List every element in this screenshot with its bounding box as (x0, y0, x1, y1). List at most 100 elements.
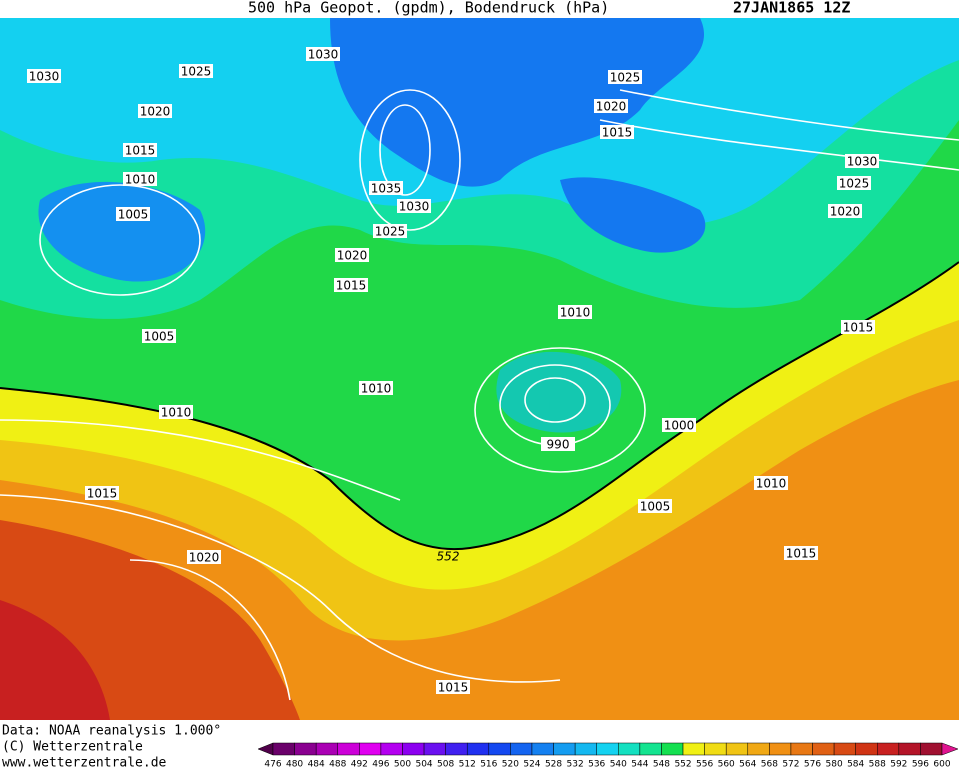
colorbar-cell (661, 742, 684, 756)
colorbar-label: 560 (718, 760, 735, 770)
colorbar-cell (402, 742, 425, 756)
isobar-label: 1025 (181, 65, 212, 79)
colorbar-label: 476 (264, 760, 281, 770)
colorbar-label: 588 (869, 760, 886, 770)
colorbar-cell (272, 742, 295, 756)
isobar-label-box (436, 680, 470, 694)
colorbar-cell (466, 742, 490, 756)
isobar-label: 1010 (161, 406, 192, 420)
isobar-label-box (397, 199, 431, 213)
isobar-label-box (187, 550, 221, 564)
isobar-label-box (638, 499, 672, 513)
colorbar-label: 544 (631, 760, 648, 770)
colorbar-cell (380, 742, 403, 756)
colorbar-arrow (257, 742, 274, 756)
isobar-label: 1030 (399, 200, 430, 214)
isobar-label: 1020 (140, 105, 171, 119)
colorbar-cell (639, 742, 662, 756)
colorbar-cell (704, 742, 727, 756)
colorbar-cell (294, 742, 317, 756)
colorbar-cell (812, 742, 835, 756)
colorbar-label: 572 (782, 760, 799, 770)
isobar-label: 1010 (756, 477, 787, 491)
isobar-label-box (142, 329, 176, 343)
colorbar-label: 520 (502, 760, 519, 770)
colorbar-label: 600 (933, 760, 950, 770)
isobar-label-box (594, 99, 628, 113)
colorbar-label: 592 (890, 760, 907, 770)
isobar-label-box (828, 204, 862, 218)
colorbar-label: 580 (826, 760, 843, 770)
colorbar-label: 528 (545, 760, 562, 770)
colorbar-label: 540 (610, 760, 627, 770)
colorbar-label: 532 (567, 760, 584, 770)
colorbar-label: 500 (394, 760, 411, 770)
colorbar-cell (769, 742, 792, 756)
colorbar-cell (359, 742, 382, 756)
colorbar-cell (488, 742, 511, 756)
isobar-label-box (116, 207, 150, 221)
footer-line: Data: NOAA reanalysis 1.000° (2, 724, 221, 739)
isobar-label-box (138, 104, 172, 118)
colorbar-label: 508 (437, 760, 454, 770)
colorbar-cell (553, 742, 576, 756)
isobar-label: 1030 (847, 155, 878, 169)
isobar-label: 1025 (610, 71, 641, 85)
isobar-label: 1020 (337, 249, 368, 263)
isobar-label-box (123, 143, 157, 157)
colorbar-cell (747, 742, 770, 756)
colorbar-cell (574, 742, 597, 756)
isobar-label-box (784, 546, 818, 560)
colorbar-label: 568 (761, 760, 778, 770)
isobar-label: 1010 (125, 173, 156, 187)
contour-label: 552 (437, 550, 460, 564)
isobar-label: 1005 (640, 500, 671, 514)
isobar-label: 1015 (843, 321, 874, 335)
isobar-label: 1015 (336, 279, 367, 293)
isobar-label: 1020 (189, 551, 220, 565)
colorbar-label: 536 (588, 760, 605, 770)
colorbar-cell (445, 742, 468, 756)
isobar-label-box (123, 172, 157, 186)
isobar-label-box (837, 176, 871, 190)
colorbar-cell (855, 742, 878, 756)
isobar-label: 1005 (118, 208, 149, 222)
colorbar-cell (920, 742, 943, 756)
isobar-label: 1015 (125, 144, 156, 158)
colorbar-label: 492 (351, 760, 368, 770)
isobar-label-box (359, 381, 393, 395)
colorbar-label: 564 (739, 760, 756, 770)
colorbar-cell (510, 742, 533, 756)
isobar-label: 1015 (786, 547, 817, 561)
colorbar-cell (725, 742, 749, 756)
colorbar-label: 556 (696, 760, 713, 770)
isobar-label: 1010 (560, 306, 591, 320)
isobar-label-box (179, 64, 213, 78)
isobar-label: 990 (547, 438, 570, 452)
colorbar-label: 524 (523, 760, 540, 770)
colorbar-cell (315, 742, 338, 756)
colorbar-cell (618, 742, 641, 756)
colorbar-cell (833, 742, 856, 756)
colorbar-label: 484 (308, 760, 325, 770)
isobar-label-box (373, 224, 407, 238)
colorbar-arrow (941, 742, 959, 756)
colorbar-cell (423, 742, 446, 756)
colorbar-cell (682, 742, 705, 756)
map-field (0, 18, 959, 720)
isobar-label-box (841, 320, 875, 334)
isobar-label: 1005 (144, 330, 175, 344)
isobar-label-box (662, 418, 696, 432)
colorbar-label: 488 (329, 760, 346, 770)
colorbar-cell (877, 742, 900, 756)
map-title: 500 hPa Geopot. (gpdm), Bodendruck (hPa) (248, 0, 609, 17)
isobar-label: 1025 (839, 177, 870, 191)
footer-line: (C) Wetterzentrale (2, 740, 143, 755)
footer-line: www.wetterzentrale.de (2, 756, 167, 770)
isobar-label-box (85, 486, 119, 500)
colorbar-label: 480 (286, 760, 303, 770)
colorbar-cell (790, 742, 813, 756)
colorbar-label: 496 (372, 760, 389, 770)
